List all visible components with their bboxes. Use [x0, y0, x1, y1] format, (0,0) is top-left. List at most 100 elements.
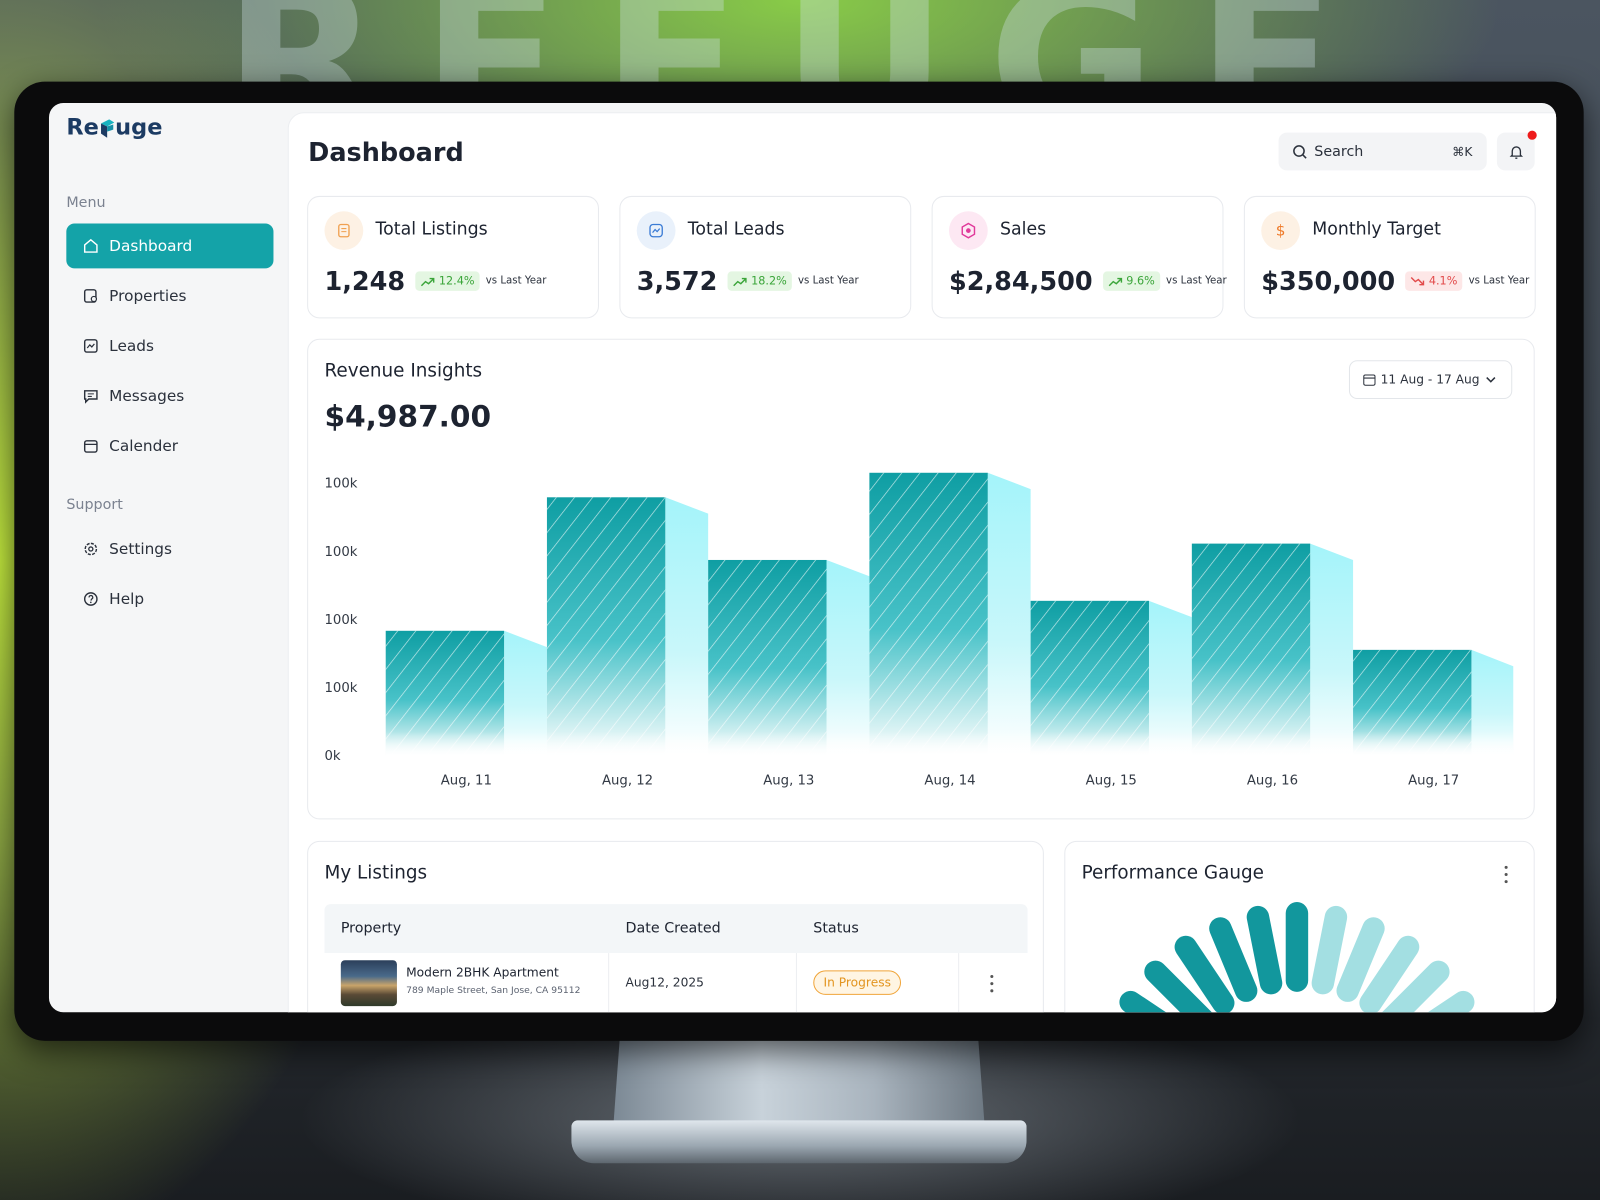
nav-icon — [83, 238, 98, 253]
support-title: Support — [66, 496, 123, 514]
column-header: Property — [340, 920, 402, 937]
gauge-title: Performance Gauge — [1081, 862, 1264, 884]
comparison: vs Last Year — [485, 275, 547, 287]
gauge-segment — [1246, 905, 1283, 995]
svg-text:$: $ — [1276, 222, 1286, 240]
change-value: 9.6% — [1126, 274, 1155, 288]
bar-hatch — [1030, 600, 1149, 757]
stat-row: $2,84,500 9.6% vs Last Year — [949, 266, 1227, 296]
bar-shade — [1148, 600, 1192, 757]
y-tick-label: 0k — [324, 749, 340, 764]
change-value: 18.2% — [751, 274, 787, 288]
main-panel: Dashboard Search ⌘K Total Listings 1,248 1… — [287, 112, 1557, 1013]
x-tick-label: Aug, 12 — [602, 774, 653, 789]
date-created: Aug12, 2025 — [625, 975, 704, 990]
chart: 0k 100k 100k 100k 100k Aug, 11 Aug, 12 Aug, 13 A… — [324, 472, 1514, 789]
listings-title: My Listings — [324, 862, 428, 884]
nav-item[interactable]: Properties — [66, 273, 273, 318]
nav-item[interactable]: Settings — [66, 527, 273, 572]
nav-item[interactable]: Calender — [66, 423, 273, 468]
nav-item[interactable]: Leads — [66, 323, 273, 368]
nav-icon — [83, 339, 98, 353]
nav-item[interactable]: Help — [66, 577, 273, 622]
stat-value: $350,000 — [1261, 266, 1396, 296]
nav-item[interactable]: Dashboard — [66, 223, 274, 269]
stat-icon-glyph — [649, 223, 663, 238]
brand-part: uge — [115, 115, 163, 141]
revenue-total: $4,987.00 — [324, 398, 492, 434]
bar-hatch — [1191, 543, 1311, 757]
change-value: 12.4% — [438, 274, 475, 288]
bar-shade — [1471, 649, 1514, 757]
stat-label: Total Listings — [375, 219, 488, 240]
nav-icon — [83, 390, 98, 404]
nav-label: Leads — [109, 336, 154, 356]
y-tick-label: 100k — [324, 477, 357, 492]
nav-label: Properties — [109, 286, 187, 306]
trend-arrow — [733, 277, 747, 286]
divider — [795, 953, 797, 1013]
card-menu[interactable] — [1502, 864, 1510, 884]
stat-label: Sales — [999, 219, 1047, 240]
stat-label: Total Leads — [687, 219, 785, 240]
x-tick-label: Aug, 16 — [1247, 774, 1298, 789]
bar-shade — [987, 472, 1031, 757]
stat-row: 3,572 18.2% vs Last Year — [637, 266, 859, 296]
gauge — [1119, 902, 1475, 1013]
row-menu[interactable] — [988, 973, 996, 993]
stat-row: 1,248 12.4% vs Last Year — [324, 266, 546, 296]
y-tick-label: 100k — [324, 545, 357, 560]
stat-icon — [636, 211, 676, 250]
calendar-icon — [1363, 374, 1376, 386]
bar-shade — [665, 497, 709, 757]
column-header: Status — [813, 920, 859, 937]
notification-button[interactable] — [1496, 132, 1535, 171]
date-range: 11 Aug - 17 Aug — [1380, 372, 1480, 387]
x-tick-label: Aug, 13 — [763, 774, 814, 789]
bar-shade — [826, 559, 870, 757]
notification-dot — [1527, 130, 1537, 140]
nav-item[interactable]: Messages — [66, 373, 273, 418]
x-tick-label: Aug, 11 — [441, 774, 492, 789]
change-value: 4.1% — [1428, 274, 1458, 288]
x-tick-label: Aug, 14 — [924, 774, 975, 789]
divider — [958, 953, 960, 1013]
gauge-segment — [1311, 905, 1348, 995]
bar-hatch — [708, 559, 827, 757]
stat-card: Total Leads 3,572 18.2% vs Last Year — [619, 195, 912, 319]
gauge-segment — [1336, 917, 1385, 1002]
bar-hatch — [869, 472, 988, 757]
change-badge: 18.2% — [727, 271, 792, 291]
nav-icon — [84, 542, 98, 556]
change-badge: 4.1% — [1405, 271, 1463, 291]
stat-icon-glyph — [961, 222, 976, 239]
table-row[interactable]: Modern 2BHK Apartment 789 Maple Street, … — [324, 953, 1027, 1013]
logo: Re uge — [66, 115, 162, 141]
bar-fade — [385, 731, 1514, 757]
gauge-segment — [1359, 935, 1420, 1013]
search-box[interactable]: Search ⌘K — [1278, 132, 1487, 171]
page-title: Dashboard — [308, 137, 464, 168]
stat-icon-glyph: $ — [1276, 222, 1286, 240]
change-badge: 9.6% — [1102, 271, 1160, 291]
property-thumbnail — [340, 960, 397, 1007]
search-icon — [1293, 144, 1307, 159]
brand-part: Re — [66, 115, 99, 141]
gauge-segment — [1427, 990, 1475, 1013]
divider — [608, 953, 610, 1013]
nav-label: Messages — [109, 386, 185, 406]
stat-row: $350,000 4.1% vs Last Year — [1261, 266, 1529, 296]
revenue-title: Revenue Insights — [324, 360, 483, 382]
property-name: Modern 2BHK Apartment — [406, 965, 559, 980]
revenue-card: Revenue Insights $4,987.00 11 Aug - 17 A… — [307, 338, 1535, 820]
stat-label: Monthly Target — [1312, 219, 1441, 240]
property-address: 789 Maple Street, San Jose, CA 95112 — [406, 985, 581, 996]
date-range-button[interactable]: 11 Aug - 17 Aug — [1348, 360, 1513, 399]
status-pill: In Progress — [813, 970, 902, 995]
nav-icon — [83, 289, 98, 303]
bar-hatch — [546, 497, 666, 757]
trend-arrow — [1410, 276, 1425, 285]
comparison: vs Last Year — [797, 275, 859, 287]
